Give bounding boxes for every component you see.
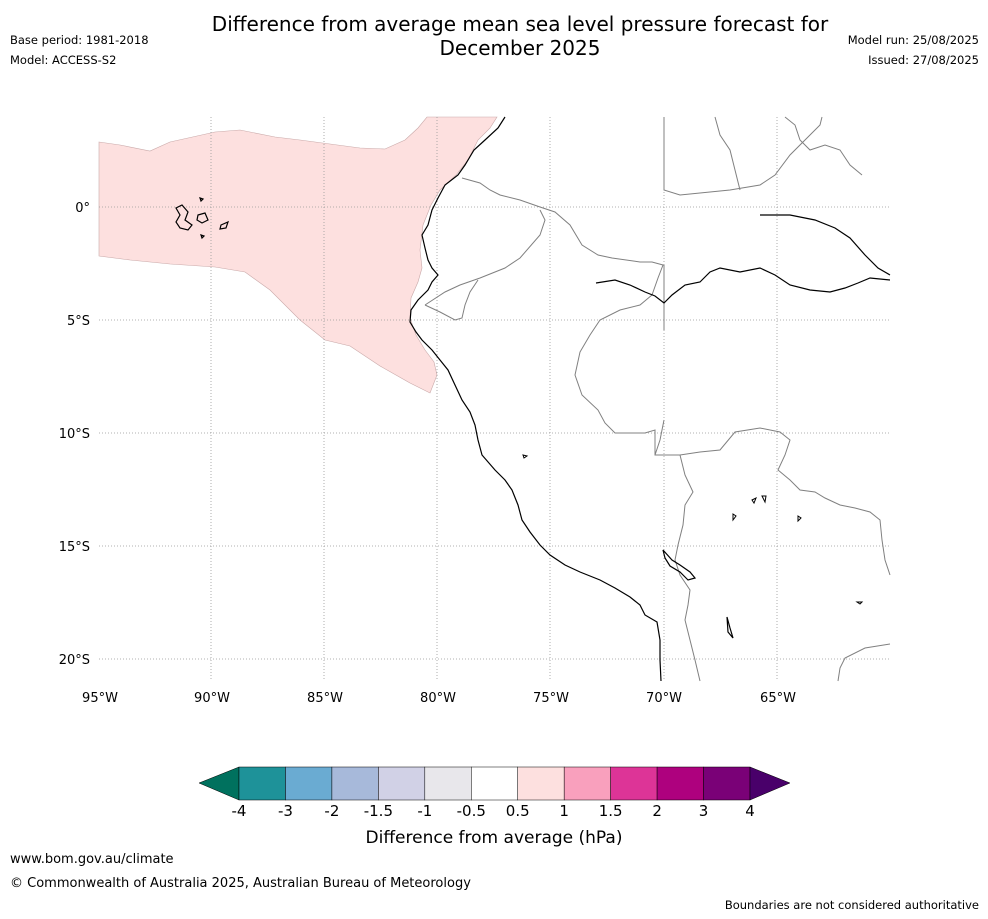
colorbar-segment (517, 766, 565, 801)
website-link[interactable]: www.bom.gov.au/climate (10, 852, 174, 867)
colorbar-tick-label: 0.5 (506, 802, 530, 820)
map-title-line2: December 2025 (439, 36, 601, 60)
colorbar-tick-label: -2 (324, 802, 339, 820)
lat-label-15s: 15°S (59, 540, 90, 555)
graticule (99, 117, 890, 681)
country-borders (424, 116, 891, 682)
colorbar-tick-label: 3 (699, 802, 709, 820)
colorbar-tick-label: -1 (417, 802, 432, 820)
colorbar: -4 -3 -2 -1.5 -1 -0.5 0.5 1 1.5 2 3 4 Difference fr… (198, 766, 791, 848)
lakes (522, 454, 864, 605)
lat-label-0: 0° (75, 201, 90, 216)
colorbar-tick-label: 4 (745, 802, 755, 820)
colorbar-tick-label: -0.5 (457, 802, 486, 820)
copyright-text: © Commonwealth of Australia 2025, Austra… (10, 876, 471, 891)
colorbar-segment (563, 766, 611, 801)
base-period-text: Base period: 1981-2018 (10, 33, 149, 47)
longitude-labels: 95°W 90°W 85°W 80°W 75°W 70°W 65°W (82, 691, 796, 706)
lon-label-80w: 80°W (420, 691, 456, 706)
colorbar-segment (285, 766, 333, 801)
colorbar-segment (378, 766, 426, 801)
lat-label-20s: 20°S (59, 653, 90, 668)
lon-label-85w: 85°W (307, 691, 343, 706)
map-title-line1: Difference from average mean sea level p… (211, 12, 829, 36)
lat-label-5s: 5°S (67, 314, 90, 329)
issued-text: Issued: 27/08/2025 (868, 53, 979, 67)
colorbar-segment (610, 766, 658, 801)
lon-label-65w: 65°W (760, 691, 796, 706)
lon-label-95w: 95°W (82, 691, 118, 706)
colorbar-tick-label: 2 (652, 802, 662, 820)
colorbar-tick-label: 1.5 (599, 802, 623, 820)
colorbar-max-extension (749, 766, 791, 801)
colorbar-segment (331, 766, 379, 801)
colorbar-segment (424, 766, 472, 801)
latitude-labels: 0° 5°S 10°S 15°S 20°S (59, 201, 90, 668)
colorbar-tick-label: 1 (559, 802, 569, 820)
colorbar-tick-label: -1.5 (364, 802, 393, 820)
colorbar-segment (238, 766, 286, 801)
boundary-disclaimer: Boundaries are not considered authoritat… (724, 898, 979, 912)
map-title: Difference from average mean sea level p… (0, 12, 988, 60)
colorbar-segments (238, 766, 751, 801)
lon-label-70w: 70°W (646, 691, 682, 706)
right-metadata: Model run: 25/08/2025 Issued: 27/08/2025 (848, 30, 979, 70)
lon-label-75w: 75°W (533, 691, 569, 706)
colorbar-tick-label: -4 (232, 802, 247, 820)
colorbar-tick-labels: -4 -3 -2 -1.5 -1 -0.5 0.5 1 1.5 2 3 4 (232, 802, 755, 820)
positive-anomaly-region (98, 116, 498, 394)
colorbar-segment (471, 766, 518, 801)
colorbar-segment (703, 766, 751, 801)
colorbar-tick-label: -3 (278, 802, 293, 820)
model-text: Model: ACCESS-S2 (10, 53, 117, 67)
galapagos-islands (175, 197, 229, 240)
lon-label-90w: 90°W (194, 691, 230, 706)
coastline (409, 116, 891, 682)
colorbar-segment (656, 766, 704, 801)
lat-label-10s: 10°S (59, 427, 90, 442)
left-metadata: Base period: 1981-2018 Model: ACCESS-S2 (10, 30, 149, 70)
model-run-text: Model run: 25/08/2025 (847, 33, 979, 47)
colorbar-min-extension (198, 766, 240, 801)
colorbar-label: Difference from average (hPa) (366, 828, 623, 848)
